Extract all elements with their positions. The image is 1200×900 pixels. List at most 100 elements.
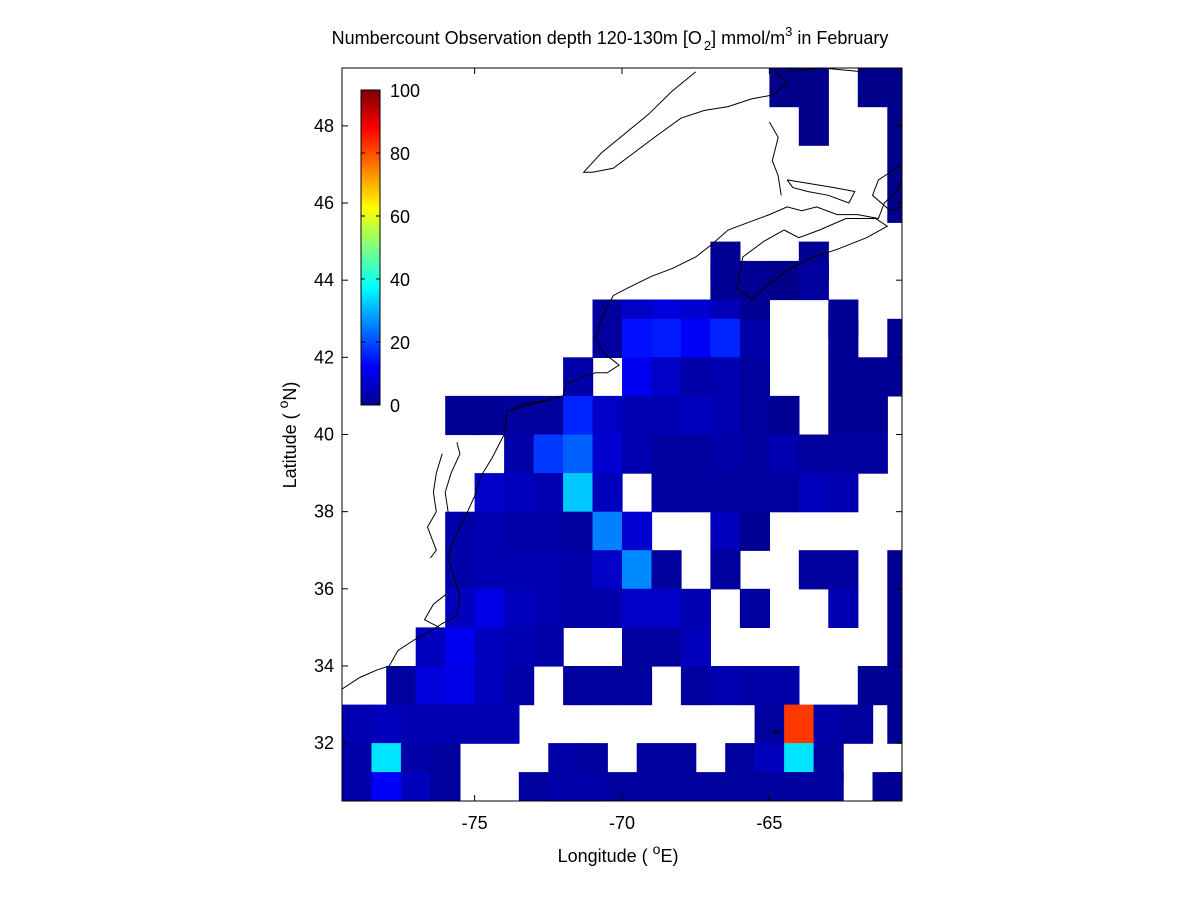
colorbar-gradient: [360, 89, 381, 406]
heatmap-cell: [622, 395, 653, 436]
heatmap-cell: [474, 666, 505, 706]
heatmap-cell: [400, 704, 431, 744]
heatmap-cell: [784, 772, 815, 801]
heatmap-cell: [386, 666, 417, 706]
title-suffix: in February: [792, 28, 888, 48]
heatmap-cell: [887, 627, 902, 667]
heatmap-cell: [857, 395, 888, 436]
heatmap-cell: [445, 627, 476, 667]
heatmap-cell: [622, 627, 653, 667]
heatmap-cell: [430, 704, 461, 744]
heatmap-cell: [563, 588, 594, 628]
heatmap-cell: [651, 395, 682, 436]
heatmap-cell: [739, 357, 770, 397]
heatmap-cell: [887, 772, 902, 801]
heatmap-cell: [504, 550, 535, 590]
title-subscript: 2: [704, 38, 711, 53]
heatmap-cell: [533, 511, 564, 551]
y-tick-label: 46: [314, 193, 334, 213]
heatmap-cell: [592, 434, 623, 474]
heatmap-cell: [843, 704, 874, 744]
colorbar-tick-label: 100: [390, 81, 420, 101]
y-tick-label: 48: [314, 116, 334, 136]
heatmap-cell: [828, 395, 859, 436]
y-tick-label: 42: [314, 347, 334, 367]
heatmap-cell: [710, 666, 741, 706]
heatmap-cell: [739, 588, 770, 628]
heatmap-cell: [887, 183, 902, 223]
heatmap-cell: [680, 588, 711, 628]
heatmap-cell: [887, 588, 902, 628]
y-axis-ticks: 32 34 36 38 40 42 44 46 48: [314, 116, 902, 753]
heatmap-cell: [489, 704, 520, 744]
heatmap-cell: [651, 434, 682, 474]
heatmap-cell: [828, 318, 859, 358]
y-axis-label-pre: Latitude (: [280, 408, 300, 488]
colorbar-tick-label: 20: [390, 333, 410, 353]
heatmap-cell: [769, 68, 800, 108]
y-tick-label: 40: [314, 425, 334, 445]
heatmap-cell: [445, 511, 476, 551]
heatmap-cell: [769, 666, 800, 706]
heatmap-cell: [563, 434, 594, 474]
heatmap-cell: [592, 511, 623, 551]
heatmap-cell: [504, 473, 535, 513]
heatmap-cell: [371, 772, 402, 801]
coastline-segment: [736, 218, 889, 301]
coastline-segment: [426, 453, 443, 559]
heatmap-cell: [739, 395, 770, 436]
heatmap-cell: [680, 434, 711, 474]
heatmap-cell: [887, 666, 902, 706]
heatmap-cell: [887, 550, 902, 590]
heatmap-cell: [459, 704, 490, 744]
heatmap-cell: [504, 434, 535, 474]
heatmap-cell: [857, 666, 888, 706]
heatmap-cell: [680, 395, 711, 436]
heatmap-cell: [739, 666, 770, 706]
heatmap-cell: [798, 550, 829, 590]
heatmap-cell: [651, 318, 682, 358]
y-axis-label: Latitude ( oN): [275, 382, 300, 489]
heatmap-cell: [622, 550, 653, 590]
heatmap-cell: [651, 550, 682, 590]
heatmap-cell: [798, 473, 829, 513]
heatmap-cell: [739, 473, 770, 513]
heatmap-cell: [828, 357, 859, 397]
y-axis-label-post: N): [280, 382, 300, 401]
heatmap-cell: [769, 473, 800, 513]
x-tick-label: -75: [462, 813, 488, 833]
coastline-segment: [506, 399, 552, 412]
coastline-segment: [871, 163, 902, 212]
heatmap-cell: [769, 434, 800, 474]
island-outline: [773, 729, 781, 734]
colorbar-tick-label: 0: [390, 396, 400, 416]
x-axis-label-pre: Longitude (: [558, 846, 653, 866]
heatmap-cell: [622, 357, 653, 397]
heatmap-cell: [548, 772, 579, 801]
heatmap-cell: [474, 395, 505, 436]
heatmap-cell: [887, 357, 902, 397]
map-plot-area: -75 -70 -65 32 34 36 38 40 42 44 46 48: [314, 67, 903, 833]
colorbar-ticks: 0 20 40 60 80 100: [361, 81, 420, 416]
colorbar-tick-label: 40: [390, 270, 410, 290]
heatmap-cell: [887, 704, 902, 744]
heatmap-cell: [592, 550, 623, 590]
heatmap-cell: [533, 588, 564, 628]
coastline-segment: [342, 179, 902, 690]
heatmap-cell: [563, 511, 594, 551]
heatmap-cell: [828, 550, 859, 590]
heatmap-cell: [798, 68, 829, 108]
heatmap-cell: [710, 357, 741, 397]
heatmap-cell: [563, 473, 594, 513]
title-main: Numbercount Observation depth 120-130m […: [332, 28, 702, 48]
colorbar-tick-label: 60: [390, 207, 410, 227]
heatmap-cell: [518, 772, 549, 801]
heatmap-cell: [592, 588, 623, 628]
heatmap-cell: [680, 357, 711, 397]
heatmap-cell: [887, 145, 902, 185]
y-tick-label: 32: [314, 733, 334, 753]
coastline-segment: [444, 442, 461, 512]
heatmap-cell: [680, 473, 711, 513]
heatmap-cell: [504, 588, 535, 628]
x-axis-label-post: E): [660, 846, 678, 866]
